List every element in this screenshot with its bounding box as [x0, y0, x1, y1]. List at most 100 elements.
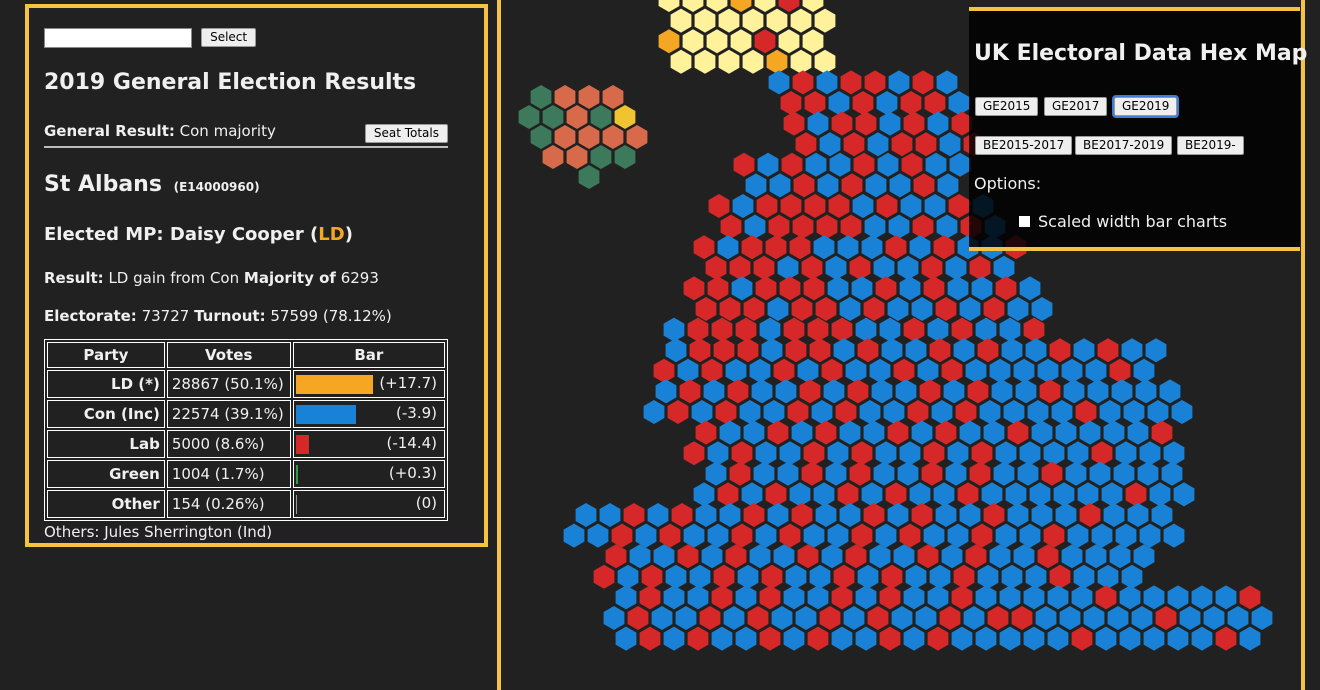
constituency-hex[interactable] [658, 29, 680, 54]
constituency-hex[interactable] [792, 214, 814, 239]
constituency-hex[interactable] [623, 503, 645, 527]
constituency-hex[interactable] [803, 441, 825, 466]
constituency-hex[interactable] [803, 523, 825, 548]
constituency-hex[interactable] [899, 276, 921, 301]
constituency-hex[interactable] [1059, 606, 1081, 630]
constituency-hex[interactable] [881, 338, 903, 363]
constituency-hex[interactable] [979, 400, 1001, 424]
constituency-hex[interactable] [825, 255, 847, 280]
constituency-hex[interactable] [1123, 400, 1145, 424]
constituency-hex[interactable] [587, 523, 609, 548]
constituency-hex[interactable] [841, 173, 863, 198]
constituency-hex[interactable] [518, 105, 540, 129]
constituency-hex[interactable] [693, 235, 715, 260]
constituency-hex[interactable] [951, 585, 973, 610]
constituency-hex[interactable] [665, 564, 687, 589]
constituency-hex[interactable] [807, 626, 829, 651]
constituency-hex[interactable] [754, 0, 776, 12]
constituency-hex[interactable] [745, 173, 767, 198]
constituency-hex[interactable] [769, 173, 791, 198]
constituency-hex[interactable] [677, 358, 699, 383]
constituency-hex[interactable] [912, 70, 934, 95]
constituency-hex[interactable] [723, 606, 745, 630]
constituency-hex[interactable] [931, 400, 953, 424]
constituency-hex[interactable] [1125, 482, 1147, 507]
constituency-hex[interactable] [905, 338, 927, 363]
constituency-hex[interactable] [1023, 317, 1045, 342]
constituency-hex[interactable] [885, 482, 907, 507]
constituency-hex[interactable] [749, 358, 771, 383]
constituency-hex[interactable] [737, 564, 759, 589]
constituency-hex[interactable] [983, 297, 1005, 321]
election-button-ge2019[interactable]: GE2019 [1111, 95, 1180, 118]
constituency-hex[interactable] [1097, 564, 1119, 589]
constituency-hex[interactable] [1109, 544, 1131, 569]
constituency-hex[interactable] [643, 400, 665, 424]
constituency-hex[interactable] [789, 482, 811, 507]
constituency-hex[interactable] [831, 585, 853, 610]
constituency-hex[interactable] [875, 441, 897, 466]
constituency-hex[interactable] [1031, 420, 1053, 445]
constituency-hex[interactable] [953, 564, 975, 589]
constituency-hex[interactable] [773, 358, 795, 383]
constituency-hex[interactable] [1063, 379, 1085, 404]
constituency-hex[interactable] [671, 503, 693, 527]
constituency-hex[interactable] [995, 276, 1017, 301]
constituency-hex[interactable] [879, 317, 901, 342]
constituency-hex[interactable] [771, 606, 793, 630]
constituency-hex[interactable] [730, 29, 752, 54]
constituency-hex[interactable] [1131, 606, 1153, 630]
constituency-hex[interactable] [766, 8, 788, 33]
constituency-hex[interactable] [909, 235, 931, 260]
constituency-hex[interactable] [1039, 379, 1061, 404]
constituency-hex[interactable] [864, 214, 886, 239]
constituency-hex[interactable] [1075, 400, 1097, 424]
constituency-hex[interactable] [855, 626, 877, 651]
constituency-hex[interactable] [947, 441, 969, 466]
constituency-hex[interactable] [829, 152, 851, 177]
constituency-hex[interactable] [715, 400, 737, 424]
constituency-hex[interactable] [554, 125, 576, 149]
constituency-hex[interactable] [981, 482, 1003, 507]
constituency-hex[interactable] [831, 317, 853, 342]
constituency-hex[interactable] [1139, 441, 1161, 466]
constituency-hex[interactable] [827, 441, 849, 466]
constituency-hex[interactable] [995, 523, 1017, 548]
constituency-hex[interactable] [935, 297, 957, 321]
constituency-hex[interactable] [626, 125, 648, 149]
constituency-hex[interactable] [863, 420, 885, 445]
constituency-hex[interactable] [993, 255, 1015, 280]
constituency-hex[interactable] [1025, 564, 1047, 589]
constituency-hex[interactable] [749, 544, 771, 569]
constituency-hex[interactable] [725, 358, 747, 383]
constituency-hex[interactable] [936, 214, 958, 239]
election-button-ge2017[interactable]: GE2017 [1044, 97, 1108, 116]
constituency-hex[interactable] [799, 379, 821, 404]
scaled-bar-checkbox[interactable] [1019, 216, 1030, 227]
constituency-hex[interactable] [881, 564, 903, 589]
constituency-hex[interactable] [1151, 503, 1173, 527]
constituency-hex[interactable] [694, 49, 716, 74]
constituency-hex[interactable] [977, 564, 999, 589]
constituency-hex[interactable] [1061, 544, 1083, 569]
constituency-hex[interactable] [851, 441, 873, 466]
constituency-hex[interactable] [949, 152, 971, 177]
constituency-hex[interactable] [683, 523, 705, 548]
constituency-hex[interactable] [757, 152, 779, 177]
constituency-hex[interactable] [969, 461, 991, 486]
constituency-hex[interactable] [717, 482, 739, 507]
constituency-hex[interactable] [865, 173, 887, 198]
constituency-hex[interactable] [851, 523, 873, 548]
constituency-hex[interactable] [1119, 626, 1141, 651]
constituency-hex[interactable] [695, 297, 717, 321]
constituency-hex[interactable] [1055, 503, 1077, 527]
constituency-hex[interactable] [807, 585, 829, 610]
constituency-hex[interactable] [1203, 606, 1225, 630]
constituency-hex[interactable] [875, 523, 897, 548]
constituency-hex[interactable] [991, 379, 1013, 404]
constituency-hex[interactable] [855, 585, 877, 610]
constituency-hex[interactable] [887, 420, 909, 445]
constituency-hex[interactable] [876, 91, 898, 115]
constituency-hex[interactable] [1143, 585, 1165, 610]
constituency-hex[interactable] [927, 317, 949, 342]
